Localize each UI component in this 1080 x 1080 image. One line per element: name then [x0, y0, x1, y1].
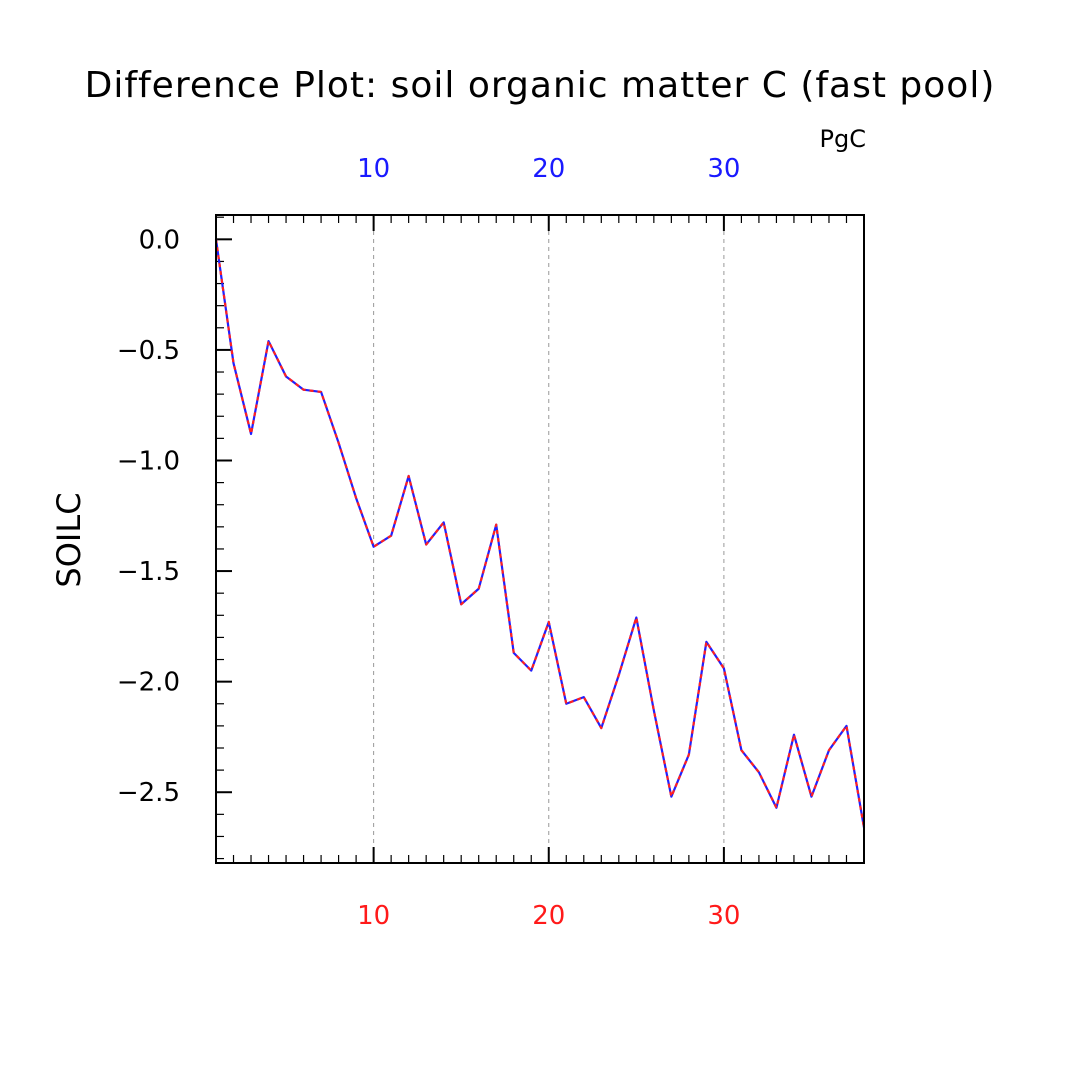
x-tick-label-top: 10	[357, 154, 390, 184]
y-tick-label: −0.5	[117, 336, 180, 366]
grid-lines	[373, 215, 725, 863]
x-tick-label-bottom: 10	[357, 901, 390, 931]
chart-title: Difference Plot: soil organic matter C (…	[85, 65, 996, 106]
x-tick-label-bottom: 30	[707, 901, 740, 931]
axis-ticks	[215, 215, 865, 863]
y-tick-label: −2.5	[117, 778, 180, 808]
series-line-dashed	[214, 239, 866, 828]
x-tick-label-top: 30	[707, 154, 740, 184]
units-label: PgC	[820, 125, 866, 153]
series-line-solid	[214, 239, 866, 828]
plot-frame	[215, 214, 865, 864]
x-tick-label-bottom: 20	[532, 901, 565, 931]
y-tick-label: −2.0	[117, 668, 180, 698]
series-lines	[214, 239, 866, 828]
tick-labels: 10 10 20 20 30 30 0.0 −0.5 −1.0 −1.5 −2.0 −2.5	[117, 154, 741, 931]
y-tick-label: −1.0	[117, 446, 180, 476]
y-tick-label: −1.5	[117, 557, 180, 587]
y-tick-label: 0.0	[139, 225, 180, 255]
y-axis-label: SOILC	[50, 492, 88, 587]
x-tick-label-top: 20	[532, 154, 565, 184]
